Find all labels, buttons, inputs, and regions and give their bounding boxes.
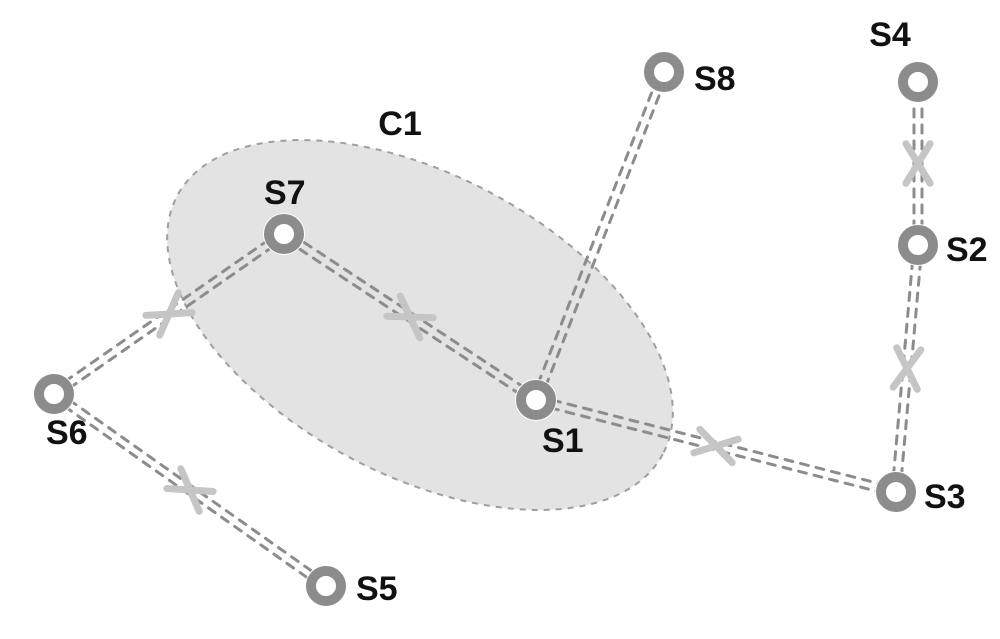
node-S3 (875, 471, 917, 513)
edge-S3-S2 (892, 245, 922, 493)
edge-S6-S5 (52, 391, 329, 590)
node-S1 (515, 379, 557, 421)
edge-S2-S4 (906, 82, 930, 245)
cluster-label: C1 (378, 105, 421, 143)
node-S2 (897, 224, 939, 266)
node-S7 (263, 213, 305, 255)
node-label-S4: S4 (869, 16, 911, 54)
node-S4 (897, 61, 939, 103)
diagram-canvas: C1 S1 S2 S3 S4 S5 S6 S7 S8 (0, 0, 1000, 639)
node-label-S1: S1 (542, 422, 584, 460)
node-S6 (33, 373, 75, 415)
node-label-S6: S6 (46, 414, 88, 452)
cross-marker-S2-S4 (906, 144, 930, 184)
node-label-S7: S7 (264, 174, 306, 212)
cross-marker-S3-S2 (893, 348, 921, 390)
node-S8 (643, 51, 685, 93)
node-label-S3: S3 (924, 478, 966, 516)
node-label-S8: S8 (694, 60, 736, 98)
node-label-S5: S5 (356, 570, 398, 608)
node-S5 (305, 565, 347, 607)
node-label-S2: S2 (946, 231, 988, 269)
